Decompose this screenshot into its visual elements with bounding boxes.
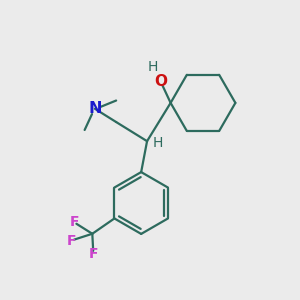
Text: F: F (89, 247, 98, 261)
Text: F: F (66, 234, 76, 248)
Text: N: N (88, 101, 102, 116)
Text: O: O (154, 74, 167, 89)
Text: H: H (153, 136, 164, 150)
Text: F: F (69, 215, 79, 229)
Text: H: H (148, 60, 158, 74)
